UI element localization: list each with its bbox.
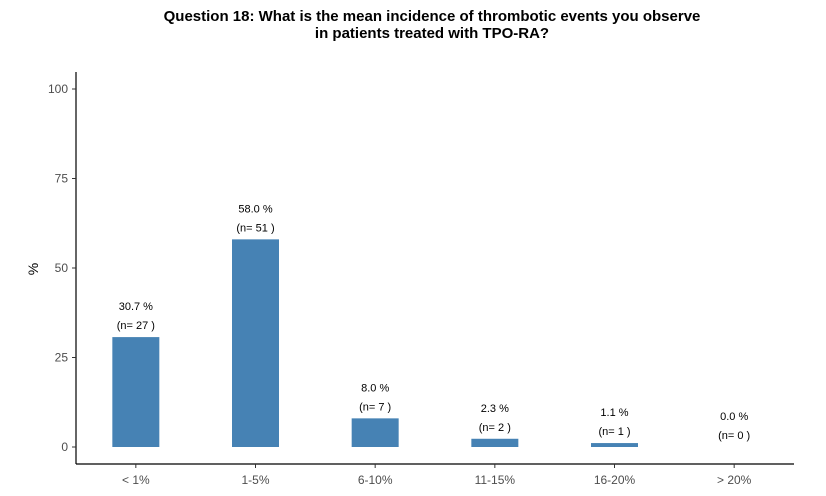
count-label: (n= 7 ) [359, 401, 391, 413]
y-tick-label: 75 [55, 172, 69, 186]
count-label: (n= 2 ) [479, 422, 511, 434]
x-tick-label: > 20% [717, 473, 752, 487]
value-label: 30.7 % [119, 301, 153, 313]
y-axis-title: % [25, 263, 41, 275]
chart-subtitle: in patients treated with TPO-RA? [315, 25, 549, 42]
bar [351, 418, 399, 447]
data-labels: 30.7 % (n= 27 ) 58.0 % (n= 51 ) 8.0 % (n= 7 )… [117, 203, 750, 442]
x-tick-label: 16-20% [594, 473, 636, 487]
count-label: (n= 1 ) [598, 426, 630, 438]
value-label: 1.1 % [600, 407, 628, 419]
x-tick-label: 1-5% [241, 473, 269, 487]
bar [591, 443, 638, 447]
bars [112, 239, 638, 447]
y-tick-label: 50 [55, 261, 69, 275]
value-label: 58.0 % [238, 203, 272, 215]
y-axis: 0 25 50 75 100 [48, 72, 77, 464]
bar [471, 438, 519, 447]
y-tick-label: 100 [48, 82, 68, 96]
bar [232, 239, 279, 447]
count-label: (n= 0 ) [718, 430, 750, 442]
value-label: 2.3 % [481, 403, 509, 415]
y-tick-label: 25 [55, 351, 69, 365]
bar [112, 337, 160, 447]
x-axis: < 1% 1-5% 6-10% 11-15% 16-20% > 20% [76, 463, 794, 487]
x-tick-label: < 1% [122, 473, 150, 487]
count-label: (n= 27 ) [117, 320, 155, 332]
value-label: 8.0 % [361, 382, 389, 394]
x-tick-label: 11-15% [475, 473, 516, 487]
value-label: 0.0 % [720, 411, 748, 423]
y-tick-label: 0 [61, 440, 68, 454]
count-label: (n= 51 ) [236, 222, 274, 234]
chart-title: Question 18: What is the mean incidence … [164, 8, 701, 25]
x-tick-label: 6-10% [358, 473, 393, 487]
